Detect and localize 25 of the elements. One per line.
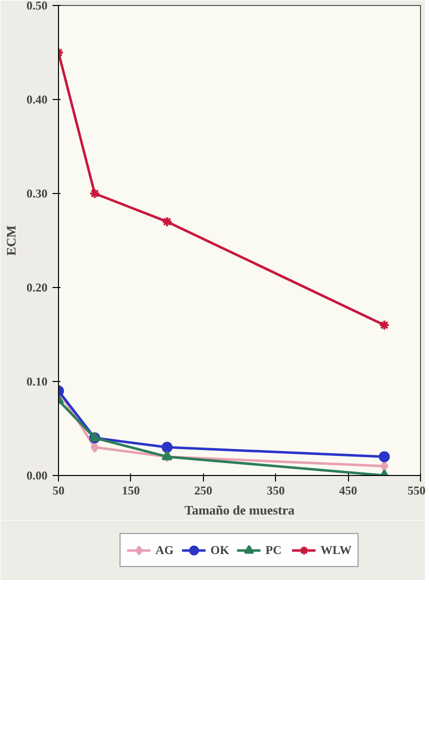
- point: [90, 442, 99, 453]
- legend-label: PC: [266, 542, 283, 558]
- x-axis-title: Tamaño de muestra: [184, 502, 296, 518]
- x-tick-label: 50: [52, 484, 64, 498]
- legend-label: OK: [210, 542, 230, 558]
- y-tick-label: 0.20: [26, 280, 48, 294]
- y-tick-label: 0.50: [26, 0, 48, 12]
- point: [380, 460, 388, 472]
- point: [162, 216, 173, 228]
- legend-label: AG: [156, 542, 175, 558]
- y-axis-title: ECM: [4, 225, 18, 256]
- point: [162, 442, 173, 453]
- x-tick-label: 550: [408, 484, 426, 498]
- y-tick-label: 0.40: [26, 92, 48, 106]
- x-tick-label: 250: [194, 484, 212, 498]
- x-tick-label: 150: [122, 484, 140, 498]
- y-tick-label: 0.10: [26, 374, 48, 388]
- x-tick-label: 350: [266, 484, 285, 498]
- point: [378, 451, 390, 462]
- y-tick-label: 0.00: [26, 468, 48, 482]
- legend-label: WLW: [320, 542, 352, 558]
- point: [89, 188, 100, 199]
- y-tick-label: 0.30: [26, 186, 48, 200]
- x-tick-label: 450: [339, 484, 358, 498]
- point: [378, 320, 390, 331]
